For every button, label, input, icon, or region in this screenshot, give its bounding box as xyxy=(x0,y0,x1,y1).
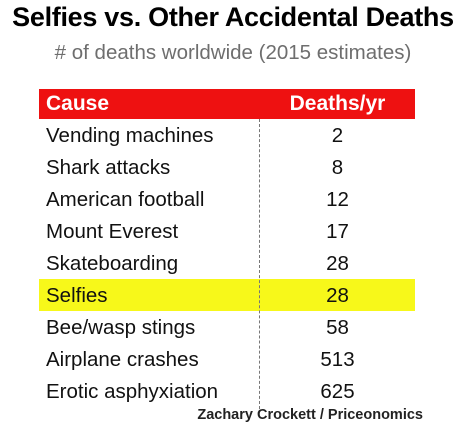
chart-title: Selfies vs. Other Accidental Deaths xyxy=(12,2,454,32)
table-row: Airplane crashes 513 xyxy=(39,343,415,375)
table-row: Mount Everest 17 xyxy=(39,215,415,247)
column-divider xyxy=(259,119,260,409)
table-row: Bee/wasp stings 58 xyxy=(39,311,415,343)
cause-cell: Bee/wasp stings xyxy=(46,316,196,339)
deaths-cell: 2 xyxy=(331,124,344,147)
chart-subtitle: # of deaths worldwide (2015 estimates) xyxy=(54,41,412,64)
table-body: Vending machines 2 Shark attacks 8 American … xyxy=(39,119,415,407)
deaths-cell: 8 xyxy=(331,156,344,179)
data-table: Cause Deaths/yr Vending machines 2 Shark a… xyxy=(39,89,415,409)
header-cause: Cause xyxy=(46,92,110,115)
header-deaths: Deaths/yr xyxy=(289,92,386,115)
deaths-cell: 58 xyxy=(326,316,349,339)
table-row: American football 12 xyxy=(39,183,415,215)
table-row: Erotic asphyxiation 625 xyxy=(39,375,415,407)
cause-cell: Shark attacks xyxy=(46,156,171,179)
deaths-cell: 17 xyxy=(326,220,349,243)
cause-cell: American football xyxy=(46,188,205,211)
cause-cell: Mount Everest xyxy=(46,220,179,243)
deaths-cell: 28 xyxy=(326,252,349,275)
cause-cell: Vending machines xyxy=(46,124,214,147)
table-row: Skateboarding 28 xyxy=(39,247,415,279)
table-row-highlighted: Selfies 28 xyxy=(39,279,415,311)
table-header: Cause Deaths/yr xyxy=(39,89,415,119)
deaths-cell: 625 xyxy=(320,380,355,403)
cause-cell: Skateboarding xyxy=(46,252,179,275)
cause-cell: Selfies xyxy=(46,284,108,307)
table-row: Vending machines 2 xyxy=(39,119,415,151)
table-row: Shark attacks 8 xyxy=(39,151,415,183)
deaths-cell: 28 xyxy=(326,284,349,307)
cause-cell: Airplane crashes xyxy=(46,348,199,371)
deaths-cell: 513 xyxy=(320,348,355,371)
cause-cell: Erotic asphyxiation xyxy=(46,380,219,403)
credit-line: Zachary Crockett / Priceonomics xyxy=(197,407,423,423)
deaths-cell: 12 xyxy=(326,188,349,211)
